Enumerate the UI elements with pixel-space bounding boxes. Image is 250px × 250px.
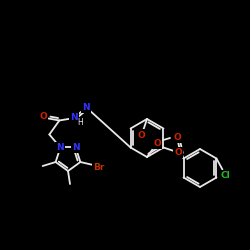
Text: O: O xyxy=(40,112,47,121)
Text: O: O xyxy=(153,138,161,147)
Text: H: H xyxy=(78,118,83,127)
Text: O: O xyxy=(137,130,145,140)
Text: N: N xyxy=(56,143,64,152)
Text: O: O xyxy=(173,133,181,142)
Text: Cl: Cl xyxy=(220,171,230,180)
Text: N: N xyxy=(72,143,80,152)
Text: N: N xyxy=(82,103,90,112)
Text: N: N xyxy=(70,113,78,122)
Text: Br: Br xyxy=(93,162,104,172)
Text: O: O xyxy=(174,148,182,157)
